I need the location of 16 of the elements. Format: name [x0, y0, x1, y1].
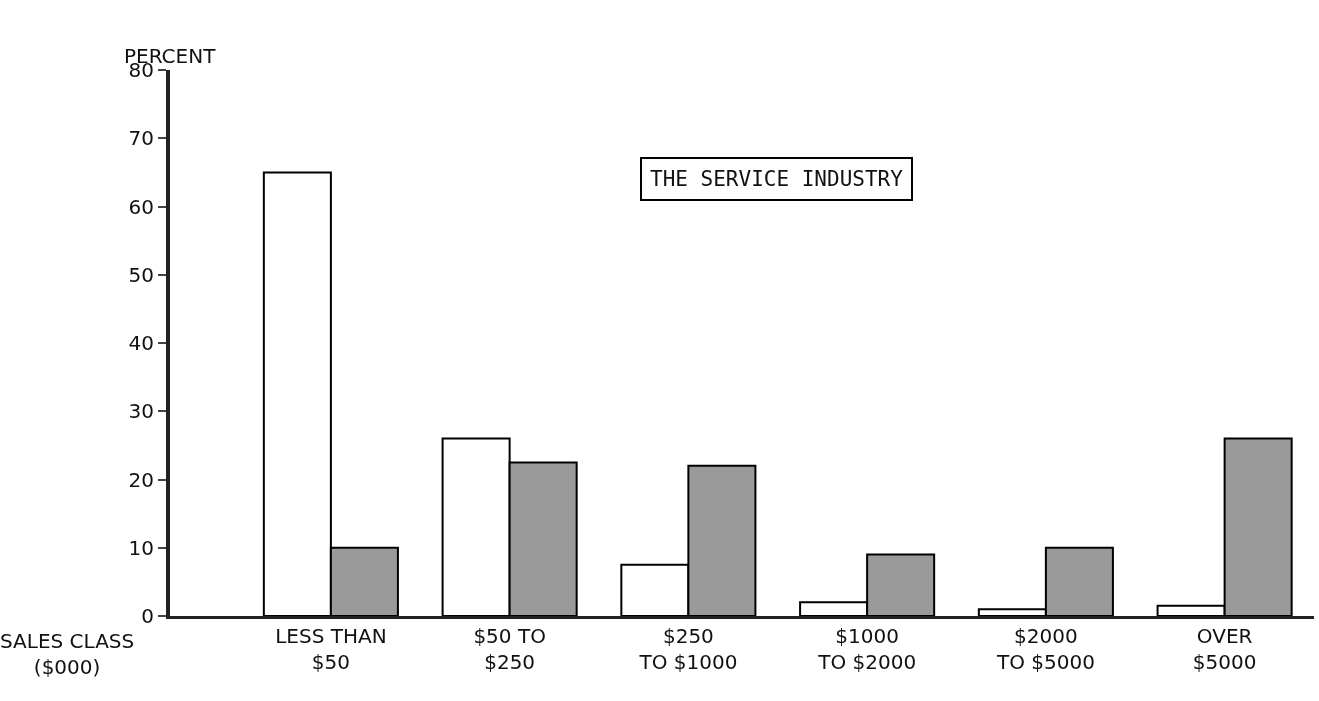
- y-tick-label: 10: [128, 535, 154, 560]
- y-tick-label: 0: [141, 604, 154, 628]
- x-tick-label: $50 TO $250: [473, 624, 546, 674]
- x-tick-label: $250 TO $1000: [638, 624, 738, 674]
- y-tick-label: 40: [128, 331, 154, 355]
- x-tick-label: OVER $5000: [1192, 624, 1257, 674]
- x-tick-label: $2000 TO $5000: [995, 624, 1095, 674]
- x-tick-label: LESS THAN $50: [275, 624, 387, 674]
- x-axis-title: SALES CLASS ($000): [0, 629, 135, 679]
- y-tick-label: 50: [128, 262, 154, 287]
- x-tick-label: $1000 TO $2000: [817, 624, 917, 674]
- y-tick-label: 20: [128, 467, 154, 492]
- text: THE SERVICE INDUSTRY: [650, 167, 904, 191]
- y-tick-label: 60: [128, 194, 154, 219]
- y-tick-label: 70: [128, 126, 154, 151]
- y-tick-label: 30: [128, 399, 154, 424]
